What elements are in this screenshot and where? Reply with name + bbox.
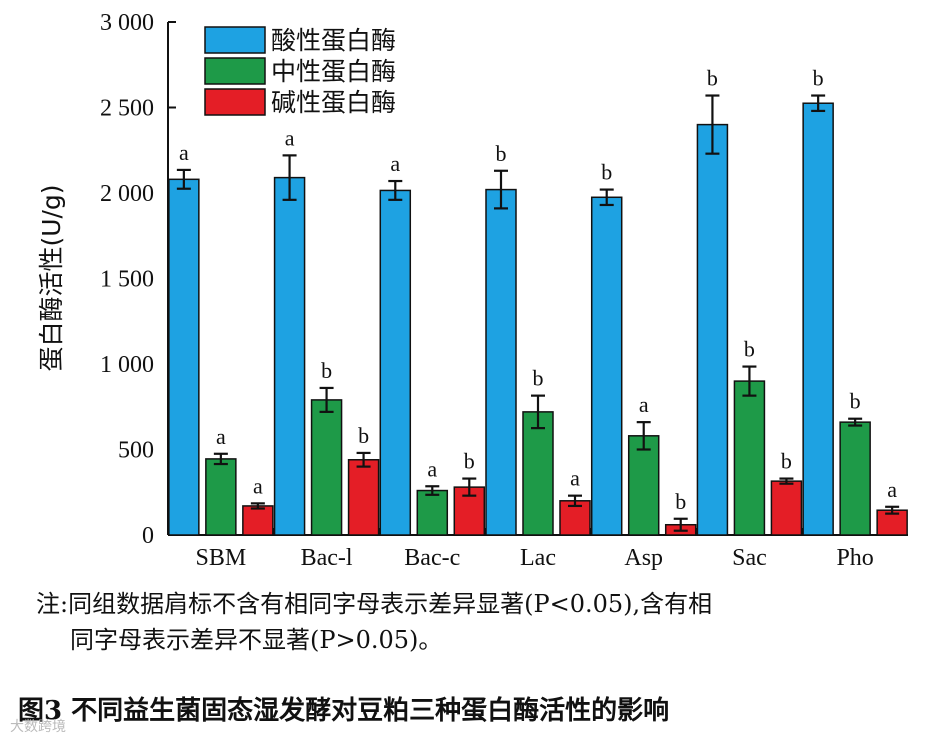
- bar: [347, 459, 380, 536]
- y-tick-label: 500: [118, 438, 154, 464]
- significance-letter: b: [464, 449, 475, 474]
- significance-letter: a: [390, 151, 400, 176]
- significance-letter: b: [358, 423, 369, 448]
- bar: [273, 176, 306, 536]
- significance-letter: b: [707, 66, 718, 91]
- bar: [485, 188, 517, 536]
- legend-label: 碱性蛋白酶: [271, 88, 396, 117]
- y-tick-label: 2 000: [100, 181, 154, 207]
- bar: [627, 435, 660, 536]
- bar: [733, 380, 766, 536]
- significance-letter: b: [321, 358, 332, 383]
- bar: [590, 196, 623, 536]
- figure-caption: 图3 不同益生菌固态湿发酵对豆粕三种蛋白酶活性的影响: [18, 696, 670, 726]
- bar: [416, 489, 449, 536]
- significance-letter: b: [813, 66, 824, 91]
- bar: [839, 421, 871, 536]
- legend-swatch: [204, 57, 266, 85]
- legend-swatch: [204, 26, 266, 54]
- watermark: 大数跨境: [10, 719, 66, 735]
- y-tick-label: 0: [142, 523, 154, 549]
- bar: [205, 458, 237, 536]
- plot-area: 0 500 1 000 1 500 2 000 2 500 3 000 SBM a a a Bac-l…: [100, 10, 908, 571]
- x-tick-label: Lac: [520, 545, 556, 571]
- significance-letter: a: [639, 392, 649, 417]
- x-tick-label: Bac-l: [301, 545, 353, 571]
- significance-letter: b: [601, 160, 612, 185]
- bar: [168, 178, 200, 536]
- legend-label: 酸性蛋白酶: [271, 26, 396, 55]
- y-axis-label-group: 蛋白酶活性(U/g): [37, 184, 66, 371]
- bar: [802, 102, 834, 536]
- significance-letter: b: [675, 489, 686, 514]
- bar: [770, 480, 803, 536]
- y-tick-label: 1 500: [100, 267, 154, 293]
- x-tick-label: Sac: [732, 545, 767, 571]
- x-tick-label: Pho: [836, 545, 873, 571]
- significance-letter: b: [533, 366, 544, 391]
- significance-letter: a: [285, 125, 295, 150]
- legend-swatch: [204, 88, 266, 116]
- legend-label: 中性蛋白酶: [271, 57, 396, 86]
- significance-letter: a: [179, 140, 189, 165]
- significance-letter: a: [887, 477, 897, 502]
- y-tick-label: 1 000: [100, 352, 154, 378]
- significance-letter: a: [570, 466, 580, 491]
- y-axis-label: 蛋白酶活性(U/g): [37, 184, 66, 371]
- x-tick-label: Asp: [624, 545, 663, 571]
- bar: [242, 505, 274, 536]
- significance-letter: a: [427, 456, 437, 481]
- x-tick-label: SBM: [196, 545, 247, 571]
- significance-letter: b: [744, 337, 755, 362]
- bar: [310, 399, 343, 536]
- x-tick-label: Bac-c: [404, 545, 460, 571]
- significance-letter: b: [781, 449, 792, 474]
- y-tick-label: 3 000: [100, 10, 154, 36]
- bar: [696, 123, 729, 536]
- significance-letter: a: [253, 473, 263, 498]
- y-tick-label: 2 500: [100, 96, 154, 122]
- chart-note-line-2: 同字母表示差异不显著(P>0.05)。: [70, 626, 443, 654]
- significance-letter: b: [496, 141, 507, 166]
- significance-letter: b: [850, 389, 861, 414]
- significance-letter: a: [216, 424, 226, 449]
- bar: [522, 411, 554, 536]
- bar: [379, 189, 412, 536]
- chart-note-line-1: 注:同组数据肩标不含有相同字母表示差异显著(P<0.05),含有相: [36, 590, 713, 618]
